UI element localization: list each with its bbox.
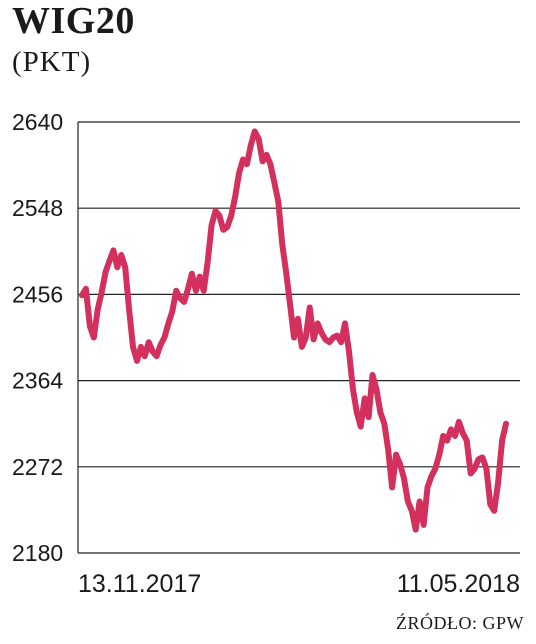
- y-tick-label-2548: 2548: [12, 195, 63, 221]
- source-label: ŹRÓDŁO: GPW: [396, 613, 524, 633]
- y-tick-label-2640: 2640: [12, 109, 63, 135]
- x-end-label: 11.05.2018: [397, 570, 520, 598]
- grid-layer: [77, 121, 520, 554]
- y-tick-label-2364: 2364: [12, 368, 63, 394]
- x-start-label: 13.11.2017: [78, 570, 201, 598]
- series-layer: [79, 128, 509, 533]
- series-line-0: [79, 128, 509, 533]
- y-tick-labels: 2640 2548 2456 2364 2272 2180: [12, 109, 63, 566]
- y-tick-label-2272: 2272: [12, 454, 63, 480]
- chart-title: WIG20: [12, 0, 135, 42]
- y-tick-label-2456: 2456: [12, 281, 63, 307]
- y-tick-label-2180: 2180: [12, 540, 63, 566]
- chart-subtitle: (PKT): [12, 46, 92, 78]
